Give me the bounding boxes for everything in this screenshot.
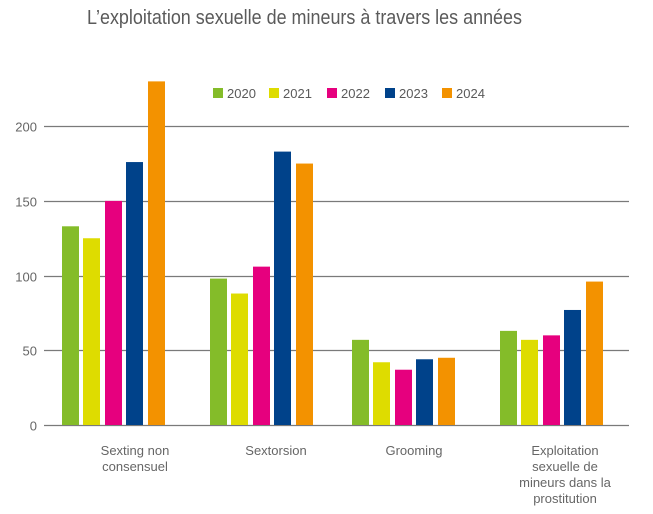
category-label: consensuel (102, 459, 168, 474)
y-tick-label: 50 (23, 344, 37, 359)
legend-label-2020: 2020 (227, 86, 256, 101)
y-tick-label: 150 (15, 195, 37, 210)
bars (62, 81, 603, 426)
legend: 2020 2021 2022 2023 2024 (213, 86, 485, 101)
bar-2020-0 (62, 226, 79, 425)
bar-2020-1 (210, 278, 227, 425)
category-label: Sextorsion (245, 443, 306, 458)
chart-title: L’exploitation sexuelle de mineurs à tra… (87, 7, 522, 29)
legend-label-2022: 2022 (341, 86, 370, 101)
bar-2020-2 (352, 339, 369, 425)
y-tick-label: 100 (15, 270, 37, 285)
bar-2021-1 (231, 293, 248, 425)
category-label: mineurs dans la (519, 475, 612, 490)
category-label: prostitution (533, 491, 597, 506)
bar-2023-1 (274, 151, 291, 425)
y-tick-label: 0 (30, 419, 37, 434)
legend-label-2024: 2024 (456, 86, 485, 101)
category-label: sexuelle de (532, 459, 598, 474)
y-tick-label: 200 (15, 120, 37, 135)
category-label: Grooming (385, 443, 442, 458)
bar-2022-1 (253, 266, 270, 425)
legend-swatch-2023 (385, 88, 395, 98)
bar-2024-3 (586, 281, 603, 425)
bar-2021-2 (373, 362, 390, 425)
bar-2023-2 (416, 359, 433, 425)
legend-swatch-2020 (213, 88, 223, 98)
bar-2020-3 (500, 330, 517, 425)
bar-2023-0 (126, 162, 143, 425)
legend-swatch-2021 (269, 88, 279, 98)
bar-2024-1 (296, 163, 313, 426)
bar-2022-3 (543, 335, 560, 425)
category-label: Sexting non (101, 443, 170, 458)
bar-2022-0 (105, 200, 122, 425)
bar-2024-2 (438, 357, 455, 425)
legend-label-2023: 2023 (399, 86, 428, 101)
bar-2024-0 (148, 81, 165, 425)
bar-2023-3 (564, 309, 581, 425)
legend-label-2021: 2021 (283, 86, 312, 101)
bar-2021-0 (83, 238, 100, 425)
bar-2022-2 (395, 369, 412, 425)
legend-swatch-2022 (327, 88, 337, 98)
category-label: Exploitation (531, 443, 598, 458)
legend-swatch-2024 (442, 88, 452, 98)
y-axis-ticks: 0 50 100 150 200 (15, 120, 37, 434)
bar-2021-3 (521, 339, 538, 425)
